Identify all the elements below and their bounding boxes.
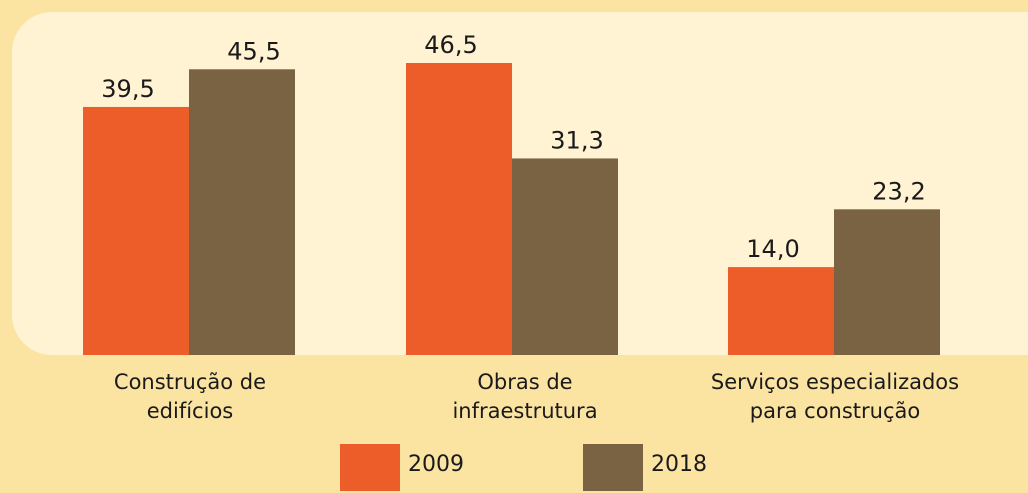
category-text: Obras de infraestrutura — [452, 370, 598, 423]
category-label: Construção de edifícios — [40, 368, 340, 426]
bar — [834, 209, 940, 355]
category-text: Serviços especializados para construção — [710, 370, 960, 423]
bar — [189, 69, 295, 355]
category-label: Serviços especializados para construção — [685, 368, 985, 426]
value-label: 31,3 — [550, 126, 603, 154]
value-label: 23,2 — [872, 177, 925, 205]
bar — [728, 267, 834, 355]
bar — [512, 158, 618, 355]
value-label: 39,5 — [101, 75, 154, 103]
value-label: 46,5 — [424, 31, 477, 59]
category-text: Construção de edifícios — [113, 370, 267, 423]
legend-label: 2009 — [408, 452, 464, 477]
legend-swatch — [340, 444, 400, 491]
legend-label: 2018 — [651, 452, 707, 477]
category-label: Obras de infraestrutura — [375, 368, 675, 426]
value-label: 45,5 — [227, 37, 280, 65]
bar — [406, 63, 512, 355]
bar — [83, 106, 189, 355]
legend-swatch — [583, 444, 643, 491]
value-label: 14,0 — [746, 235, 799, 263]
